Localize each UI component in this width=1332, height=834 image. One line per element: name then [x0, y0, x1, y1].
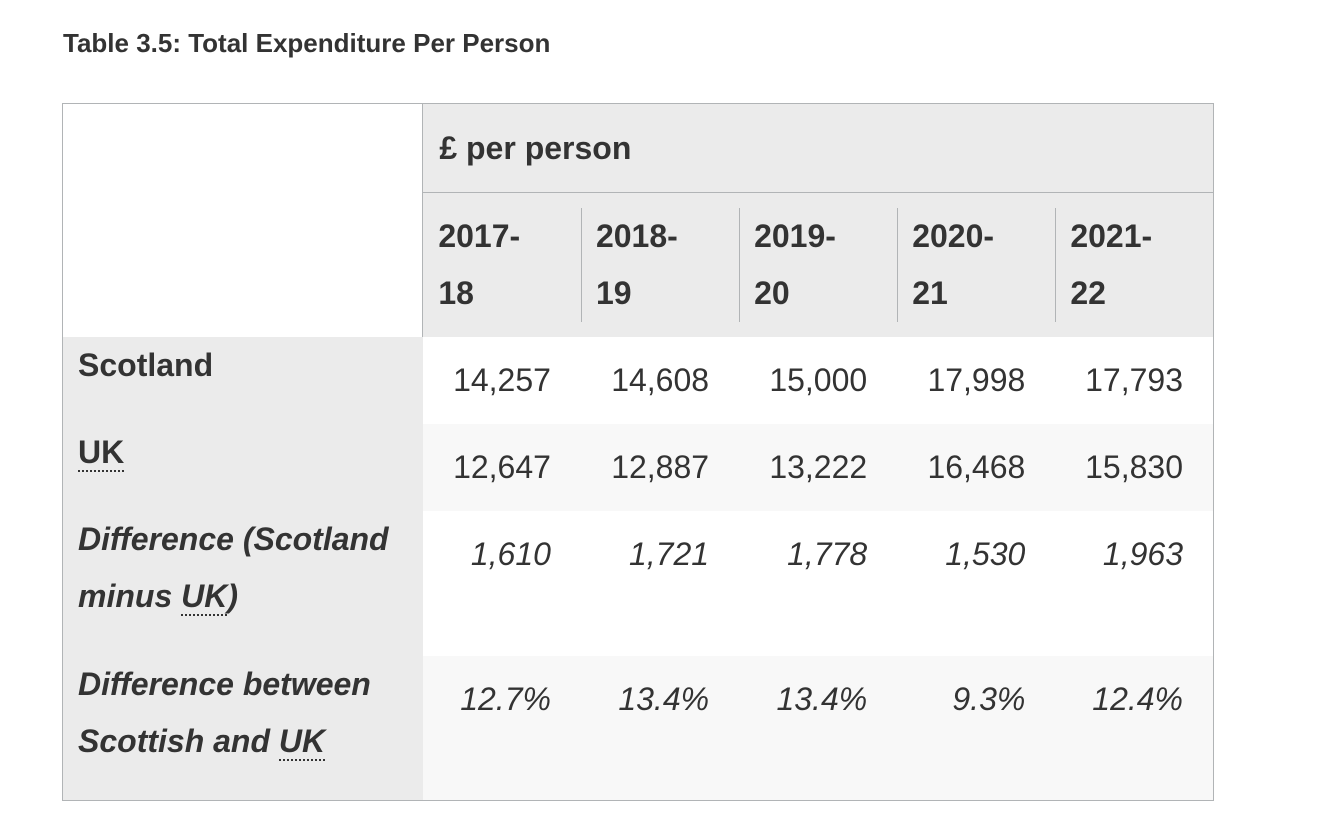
- uk-abbreviation: UK: [78, 434, 125, 472]
- cell-value: 1,963: [1055, 511, 1214, 656]
- cell-value: 1,778: [739, 511, 898, 656]
- year-header: 2018- 19: [580, 192, 740, 337]
- cell-value: 15,830: [1055, 424, 1214, 511]
- expenditure-table: £ per person 2017- 18 2018- 19 2019- 20 202…: [62, 103, 1214, 801]
- cell-value: 14,257: [422, 337, 581, 424]
- uk-abbreviation: UK: [181, 578, 228, 616]
- year-header: 2017- 18: [422, 192, 581, 337]
- table-row-percent-difference: Difference between Scottish and UK 12.7%…: [62, 656, 1214, 800]
- cell-value: 14,608: [580, 337, 740, 424]
- table-row-uk: UK 12,647 12,887 13,222 16,468 15,830: [62, 424, 1214, 511]
- table-row-difference: Difference (Scotland minus UK) 1,610 1,7…: [62, 511, 1214, 656]
- row-label: Scotland: [62, 337, 423, 424]
- row-label: UK: [62, 424, 423, 511]
- cell-value: 13.4%: [739, 656, 898, 800]
- cell-value: 1,530: [897, 511, 1056, 656]
- row-label: Difference (Scotland minus UK): [62, 511, 423, 656]
- cell-value: 15,000: [739, 337, 898, 424]
- cell-value: 17,793: [1055, 337, 1214, 424]
- cell-value: 13,222: [739, 424, 898, 511]
- cell-value: 1,610: [422, 511, 581, 656]
- cell-value: 12.7%: [422, 656, 581, 800]
- table-caption: Table 3.5: Total Expenditure Per Person: [63, 28, 551, 58]
- cell-value: 12.4%: [1055, 656, 1214, 800]
- year-header: 2021- 22: [1055, 192, 1214, 337]
- cell-value: 12,887: [580, 424, 740, 511]
- year-header: 2020- 21: [897, 192, 1056, 337]
- unit-header: £ per person: [422, 103, 1214, 193]
- year-header: 2019- 20: [739, 192, 898, 337]
- cell-value: 9.3%: [897, 656, 1056, 800]
- corner-cell: [62, 103, 424, 337]
- cell-value: 13.4%: [580, 656, 740, 800]
- cell-value: 16,468: [897, 424, 1056, 511]
- cell-value: 12,647: [422, 424, 581, 511]
- cell-value: 17,998: [897, 337, 1056, 424]
- uk-abbreviation: UK: [278, 723, 326, 761]
- cell-value: 1,721: [580, 511, 740, 656]
- row-label: Difference between Scottish and UK: [62, 656, 423, 800]
- table-row-scotland: Scotland 14,257 14,608 15,000 17,998 17,…: [62, 337, 1214, 424]
